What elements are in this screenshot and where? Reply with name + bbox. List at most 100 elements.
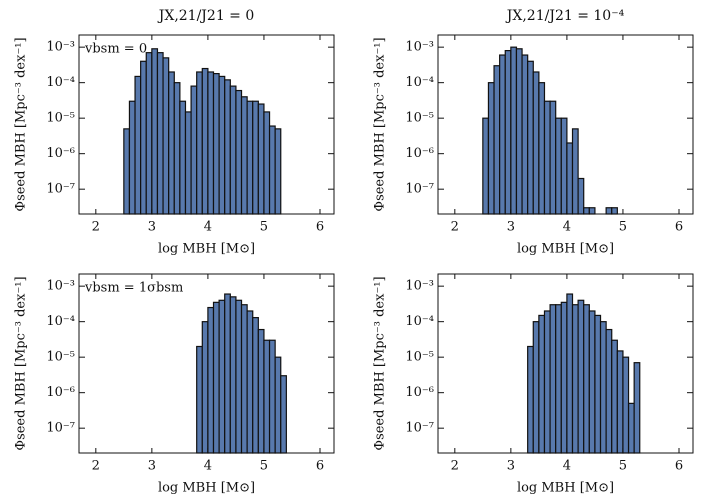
bar	[252, 317, 259, 454]
bar	[240, 304, 248, 454]
bar	[240, 96, 248, 215]
y-axis-label: Φseed MBH [Mpc⁻³ dex⁻¹]	[14, 37, 29, 211]
bar	[246, 100, 254, 215]
y-tick-label: 10⁻⁶	[405, 385, 434, 400]
bar	[543, 310, 551, 454]
bar	[549, 304, 557, 454]
bar	[257, 328, 265, 454]
y-tick-label: 10⁻⁵	[46, 350, 75, 365]
annotation: vbsm = 1σbsm	[84, 281, 183, 296]
bar	[229, 85, 237, 215]
bar	[235, 299, 243, 454]
bar	[274, 356, 282, 454]
bar	[482, 117, 490, 215]
chart-title: JX,21/J21 = 0	[157, 8, 255, 24]
bar	[605, 207, 613, 215]
bar	[224, 293, 231, 454]
x-tick-label: 4	[563, 220, 571, 235]
bar	[201, 67, 209, 215]
bar	[588, 207, 596, 215]
bar	[627, 402, 635, 454]
bar	[151, 48, 159, 215]
bar	[583, 304, 590, 454]
x-tick-label: 2	[92, 459, 100, 474]
bar	[145, 52, 153, 215]
bar	[560, 117, 568, 215]
bar	[594, 314, 602, 454]
x-tick-label: 2	[92, 220, 100, 235]
bar	[196, 71, 203, 215]
bar	[128, 100, 136, 215]
bar	[212, 301, 220, 454]
bar	[156, 52, 164, 215]
bar	[493, 65, 501, 215]
x-tick-label: 3	[148, 459, 156, 474]
bar	[123, 128, 131, 215]
y-tick-label: 10⁻⁴	[46, 75, 75, 90]
bar	[207, 71, 215, 215]
bar	[549, 100, 557, 215]
x-axis-label: log MBH [M⊙]	[517, 242, 614, 257]
x-tick-label: 4	[204, 459, 212, 474]
y-tick-label: 10⁻³	[46, 40, 75, 55]
bar	[532, 71, 540, 215]
y-tick-label: 10⁻³	[405, 279, 434, 294]
bar	[268, 125, 276, 215]
bar	[268, 339, 276, 454]
bar	[560, 301, 568, 454]
y-tick-label: 10⁻⁴	[405, 75, 434, 90]
bar	[212, 73, 220, 215]
bar	[555, 304, 562, 454]
y-tick-label: 10⁻³	[405, 40, 434, 55]
bar	[487, 82, 495, 215]
bar	[555, 117, 562, 215]
x-tick-label: 6	[316, 459, 324, 474]
bar	[571, 128, 579, 215]
bar	[499, 54, 506, 215]
x-tick-label: 6	[316, 220, 324, 235]
bar	[263, 339, 271, 454]
plot-frame	[78, 273, 335, 454]
bar	[162, 57, 170, 215]
y-axis-label: Φseed MBH [Mpc⁻³ dex⁻¹]	[14, 276, 29, 450]
x-tick-label: 4	[563, 459, 571, 474]
y-tick-label: 10⁻³	[46, 279, 75, 294]
plot-frame	[437, 34, 694, 215]
bar	[527, 60, 534, 215]
x-tick-label: 2	[451, 459, 459, 474]
x-tick-label: 6	[675, 459, 683, 474]
y-tick-label: 10⁻⁴	[46, 314, 75, 329]
bar	[611, 207, 618, 215]
x-tick-label: 3	[507, 220, 515, 235]
bar	[274, 128, 282, 215]
x-axis-label: log MBH [M⊙]	[158, 242, 255, 257]
y-axis-label: Φseed MBH [Mpc⁻³ dex⁻¹]	[373, 276, 388, 450]
x-tick-label: 5	[260, 459, 268, 474]
bar	[605, 328, 613, 454]
plot-frame	[437, 273, 694, 454]
bar	[521, 54, 529, 215]
y-axis-label: Φseed MBH [Mpc⁻³ dex⁻¹]	[373, 37, 388, 211]
bar	[588, 310, 596, 454]
bar	[134, 75, 142, 215]
bar	[140, 60, 147, 215]
y-tick-label: 10⁻⁷	[405, 421, 434, 436]
y-tick-label: 10⁻⁵	[405, 350, 434, 365]
bar	[173, 82, 181, 215]
bar	[252, 100, 259, 215]
bar	[179, 100, 187, 215]
x-tick-label: 3	[507, 459, 515, 474]
bar	[538, 82, 546, 215]
bar	[543, 100, 551, 215]
x-tick-label: 5	[619, 459, 627, 474]
y-tick-label: 10⁻⁶	[46, 385, 75, 400]
bar	[235, 89, 243, 215]
bar	[224, 79, 231, 215]
x-tick-label: 6	[675, 220, 683, 235]
bar	[577, 299, 585, 454]
bar	[532, 321, 540, 454]
bar	[218, 299, 226, 454]
y-tick-label: 10⁻⁷	[46, 421, 75, 436]
bar	[207, 306, 215, 454]
